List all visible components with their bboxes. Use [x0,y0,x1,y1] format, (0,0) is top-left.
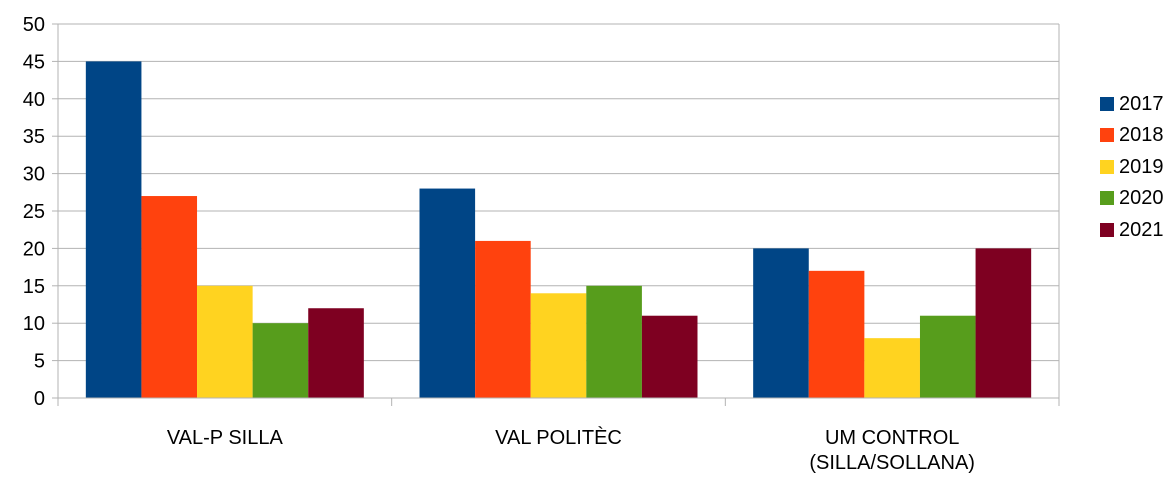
legend-swatch [1100,128,1114,143]
legend-swatch [1100,222,1114,237]
legend-label: 2017 [1119,92,1164,115]
x-category-label: VAL POLITÈC [495,426,622,449]
bar-2018-1 [141,196,198,398]
y-tick-label: 50 [23,14,45,36]
bar-2021-3 [975,248,1032,398]
bar-2021-2 [641,315,698,398]
legend-item-2021: 2021 [1100,214,1164,246]
chart-legend: 2017 2018 2019 2020 2021 [1100,88,1164,246]
legend-label: 2021 [1119,218,1164,241]
bar-2019-1 [197,285,253,398]
bar-2019-3 [864,338,920,398]
bar-2020-2 [586,285,642,398]
legend-swatch [1100,96,1114,111]
y-tick-label: 10 [23,313,45,335]
bar-2019-2 [530,293,587,398]
legend-item-2019: 2019 [1100,151,1164,183]
y-tick-label: 30 [23,164,45,186]
bar-2021-1 [308,308,364,398]
y-tick-label: 45 [23,51,45,73]
y-tick-label: 40 [23,89,45,111]
x-category-label: VAL-P SILLA [167,427,284,449]
legend-swatch [1100,159,1114,174]
y-tick-label: 0 [34,388,45,410]
bar-2020-3 [919,315,976,398]
y-tick-label: 25 [23,201,45,223]
x-category-label: UM CONTROL [825,427,959,449]
y-tick-label: 20 [23,238,45,260]
legend-item-2018: 2018 [1100,120,1164,152]
legend-item-2020: 2020 [1100,183,1164,215]
bar-2017-1 [85,61,142,399]
legend-item-2017: 2017 [1100,88,1164,120]
y-tick-label: 15 [23,276,45,298]
bar-2017-3 [753,248,809,398]
bar-2018-2 [475,240,531,398]
bar-2020-1 [252,323,309,398]
y-tick-label: 5 [34,351,45,373]
x-category-label: (SILLA/SOLLANA) [809,452,975,474]
bar-2017-2 [419,188,476,398]
y-tick-label: 35 [23,126,45,148]
legend-label: 2018 [1119,124,1164,147]
legend-label: 2019 [1119,155,1164,178]
bar-2018-3 [808,270,865,398]
legend-label: 2020 [1119,187,1164,210]
legend-swatch [1100,191,1114,206]
